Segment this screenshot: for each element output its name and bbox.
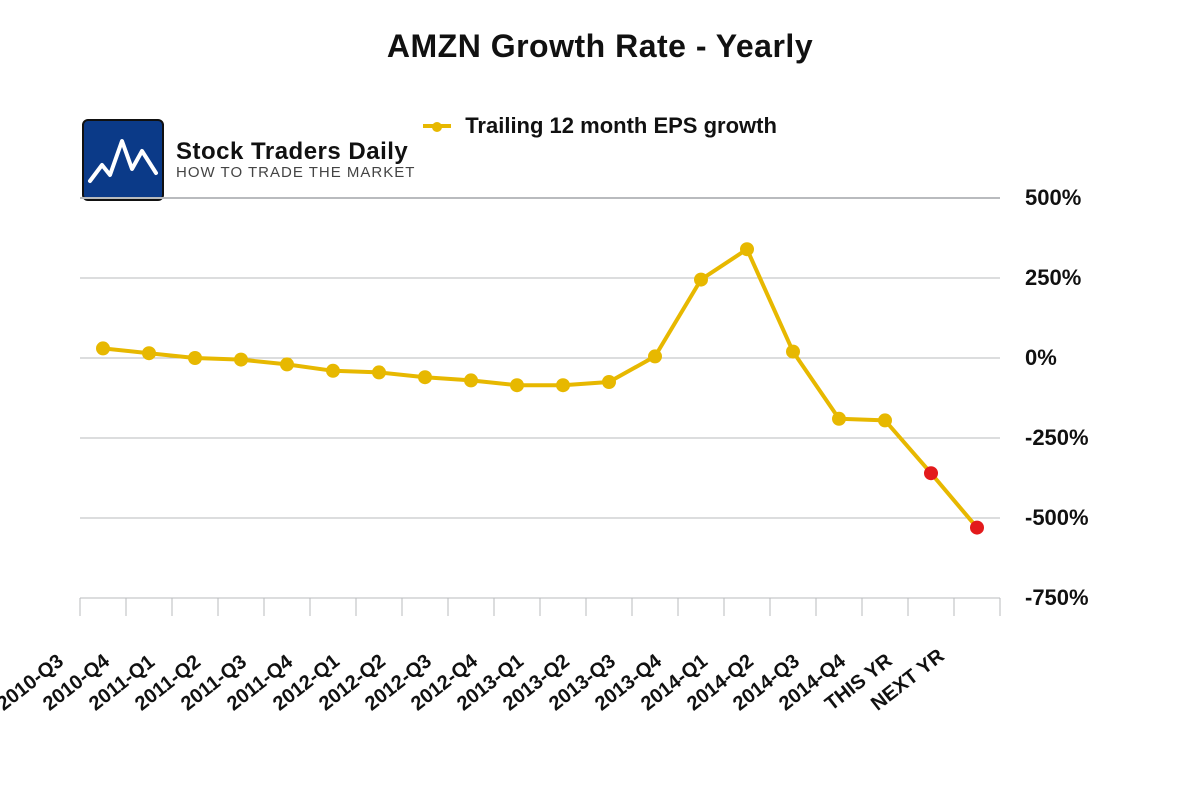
y-tick-label: -750% xyxy=(1025,585,1145,611)
y-tick-label: 250% xyxy=(1025,265,1145,291)
chart-root: AMZN Growth Rate - Yearly Trailing 12 mo… xyxy=(0,0,1200,800)
y-tick-label: -250% xyxy=(1025,425,1145,451)
x-tick-marks xyxy=(80,598,1000,616)
y-tick-label: -500% xyxy=(1025,505,1145,531)
series-markers xyxy=(96,242,984,534)
y-tick-label: 0% xyxy=(1025,345,1145,371)
gridlines xyxy=(80,198,1000,598)
series-line xyxy=(103,249,977,527)
y-tick-label: 500% xyxy=(1025,185,1145,211)
